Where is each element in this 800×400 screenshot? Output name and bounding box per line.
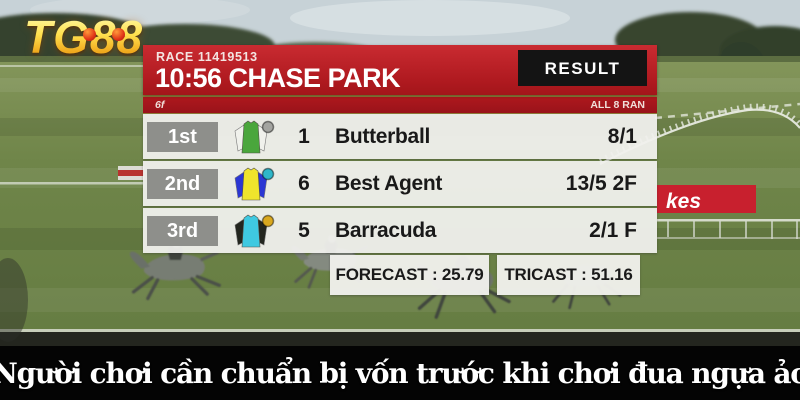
- race-info-bar: 6f ALL 8 RAN: [143, 95, 657, 114]
- bottom-rail: [0, 329, 800, 332]
- billboard-text: kes: [666, 190, 701, 213]
- runners-note: ALL 8 RAN: [590, 99, 645, 111]
- jockey-cap-icon: [261, 214, 275, 227]
- logo-dot: [112, 28, 125, 41]
- logo-dot: [83, 28, 96, 41]
- horse-odds: 8/1: [607, 124, 637, 148]
- summary-row: FORECAST : 25.79 TRICAST : 51.16: [143, 255, 657, 295]
- race-number: RACE 11419513: [156, 50, 258, 64]
- caption-text: Người chơi cần chuẩn bị vốn trước khi ch…: [0, 356, 800, 390]
- horse-number: 6: [298, 171, 310, 195]
- jockey-silks-icon: [234, 214, 275, 247]
- result-row-2: 2nd 6 Best Agent 13/5 2F: [143, 161, 657, 206]
- far-rail-dashed: [654, 102, 800, 120]
- race-header: RACE 11419513 10:56 CHASE PARK RESULT: [143, 45, 657, 95]
- horse-silhouette: [129, 239, 221, 301]
- rail-line: [657, 219, 800, 222]
- jockey-silks-icon: [234, 120, 275, 153]
- race-title: 10:56 CHASE PARK: [155, 63, 401, 93]
- tricast-box: TRICAST : 51.16: [497, 255, 640, 295]
- horse-odds: 13/5 2F: [565, 171, 637, 195]
- forecast-box: FORECAST : 25.79: [330, 255, 489, 295]
- horse-name: Butterball: [335, 124, 431, 148]
- race-result-panel: RACE 11419513 10:56 CHASE PARK RESULT 6f…: [143, 45, 657, 295]
- jockey-cap-icon: [261, 120, 275, 133]
- horse-name: Barracuda: [335, 218, 437, 242]
- horse-odds: 2/1 F: [589, 218, 637, 242]
- shadow-blob: [0, 258, 28, 342]
- horse-name: Best Agent: [335, 171, 443, 195]
- race-distance: 6f: [155, 99, 165, 111]
- position-badge: 3rd: [147, 215, 218, 246]
- bookmaker-billboard: kes: [657, 185, 800, 239]
- caption-bar: Người chơi cần chuẩn bị vốn trước khi ch…: [0, 346, 800, 400]
- jockey-silks-icon: [234, 167, 275, 200]
- jockey-cap-icon: [261, 167, 275, 180]
- result-row-3: 3rd 5 Barracuda 2/1 F: [143, 208, 657, 253]
- horse-number: 5: [298, 218, 310, 242]
- result-row-1: 1st 1 Butterball 8/1: [143, 114, 657, 159]
- position-badge: 2nd: [147, 168, 218, 199]
- cloud: [290, 0, 570, 36]
- far-rail-left: [0, 65, 145, 67]
- horse-number: 1: [298, 124, 310, 148]
- position-badge: 1st: [147, 121, 218, 152]
- track-barrier: [0, 332, 800, 348]
- left-hoarding: [0, 166, 144, 185]
- result-button[interactable]: RESULT: [518, 50, 647, 86]
